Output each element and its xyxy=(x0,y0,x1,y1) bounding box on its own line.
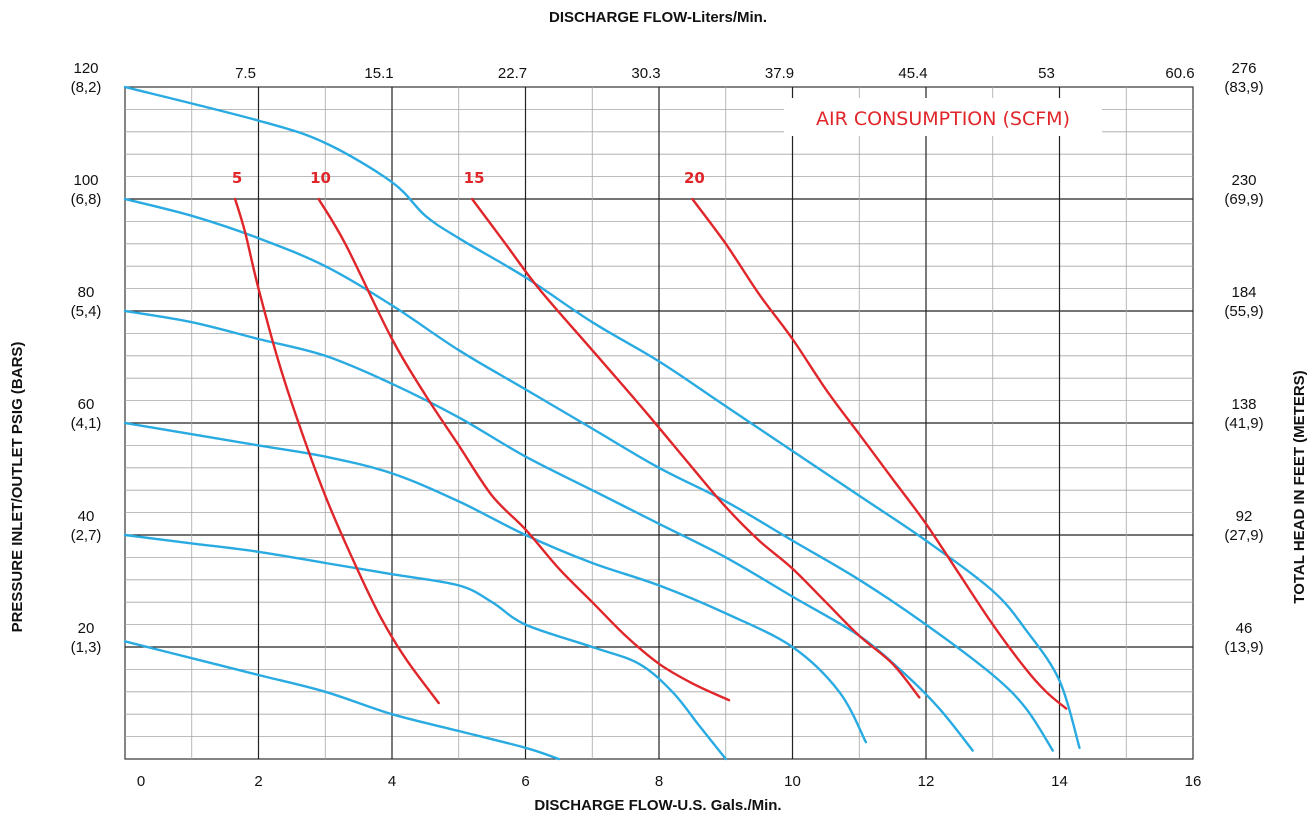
y-axis-left-title: PRESSURE INLET/OUTLET PSIG (BARS) xyxy=(9,342,26,633)
y-axis-right-title: TOTAL HEAD IN FEET (METERS) xyxy=(1291,370,1308,603)
air-curve-15 xyxy=(470,197,921,699)
pressure-curve-40 xyxy=(123,533,727,761)
air-curve-label-15: 15 xyxy=(464,169,485,187)
x-top-tick-label: 53 xyxy=(1038,65,1055,82)
x-top-tick-label: 7.5 xyxy=(235,65,256,82)
y-right-tick-meters-label: (13,9) xyxy=(1224,639,1263,656)
y-right-tick-meters-label: (83,9) xyxy=(1224,79,1263,96)
x-top-tick-label: 15.1 xyxy=(364,65,393,82)
air-curve-label-20: 20 xyxy=(684,169,705,187)
y-right-tick-meters-label: (41,9) xyxy=(1224,415,1263,432)
x-top-tick-label: 30.3 xyxy=(631,65,660,82)
pressure-curve-20 xyxy=(123,640,561,761)
y-right-tick-label: 92 xyxy=(1236,508,1253,525)
y-right-tick-label: 138 xyxy=(1231,396,1256,413)
y-left-tick-label: 100 xyxy=(73,172,98,189)
x-tick-label: 14 xyxy=(1051,773,1068,790)
air-curve-5 xyxy=(233,197,440,705)
y-right-tick-meters-label: (55,9) xyxy=(1224,303,1263,320)
x-axis-title: DISCHARGE FLOW-U.S. Gals./Min. xyxy=(534,797,781,814)
pressure-curve-120 xyxy=(123,85,1081,749)
x-top-tick-label: 22.7 xyxy=(498,65,527,82)
air-curve-20 xyxy=(691,197,1068,710)
x-top-tick-label: 45.4 xyxy=(898,65,927,82)
air-consumption-title: AIR CONSUMPTION (SCFM) xyxy=(816,108,1070,130)
y-left-tick-label: 40 xyxy=(78,508,95,525)
x-tick-label: 8 xyxy=(655,773,663,790)
y-left-tick-label: 80 xyxy=(78,284,95,301)
chart-top-axis-title: DISCHARGE FLOW-Liters/Min. xyxy=(549,9,767,26)
x-tick-label: 0 xyxy=(137,773,145,790)
y-right-tick-label: 276 xyxy=(1231,60,1256,77)
y-left-tick-bar-label: (4,1) xyxy=(71,415,102,432)
y-left-tick-label: 120 xyxy=(73,60,98,77)
air-curve-label-10: 10 xyxy=(310,169,331,187)
air-curve-10 xyxy=(317,197,731,702)
x-top-tick-label: 37.9 xyxy=(765,65,794,82)
pressure-curve-100 xyxy=(123,197,1054,752)
x-tick-label: 2 xyxy=(254,773,262,790)
y-left-tick-bar-label: (2,7) xyxy=(71,527,102,544)
y-right-tick-label: 230 xyxy=(1231,172,1256,189)
y-right-tick-label: 46 xyxy=(1236,620,1253,637)
x-tick-label: 12 xyxy=(918,773,935,790)
y-right-tick-meters-label: (27,9) xyxy=(1224,527,1263,544)
y-left-tick-label: 60 xyxy=(78,396,95,413)
y-left-tick-label: 20 xyxy=(78,620,95,637)
x-tick-label: 16 xyxy=(1185,773,1202,790)
tick-labels: 0 2 4 6 8 10 12 14 167.5 15.1 22.7 30.3 37.9 45.4 53 60… xyxy=(71,60,1264,790)
grid xyxy=(125,87,1193,759)
x-top-tick-label: 60.6 xyxy=(1165,65,1194,82)
air-consumption-curves: 5 10 15 20 xyxy=(232,169,1068,710)
air-consumption-annotation: AIR CONSUMPTION (SCFM) xyxy=(784,98,1102,136)
y-left-tick-bar-label: (5,4) xyxy=(71,303,102,320)
y-left-tick-bar-label: (6,8) xyxy=(71,191,102,208)
pressure-curve-60 xyxy=(123,421,868,744)
x-tick-label: 10 xyxy=(784,773,801,790)
y-left-tick-bar-label: (1,3) xyxy=(71,639,102,656)
y-left-tick-bar-label: (8,2) xyxy=(71,79,102,96)
y-right-tick-label: 184 xyxy=(1231,284,1256,301)
x-tick-label: 6 xyxy=(521,773,529,790)
air-curve-label-5: 5 xyxy=(232,169,242,187)
y-right-tick-meters-label: (69,9) xyxy=(1224,191,1263,208)
x-tick-label: 4 xyxy=(388,773,396,790)
